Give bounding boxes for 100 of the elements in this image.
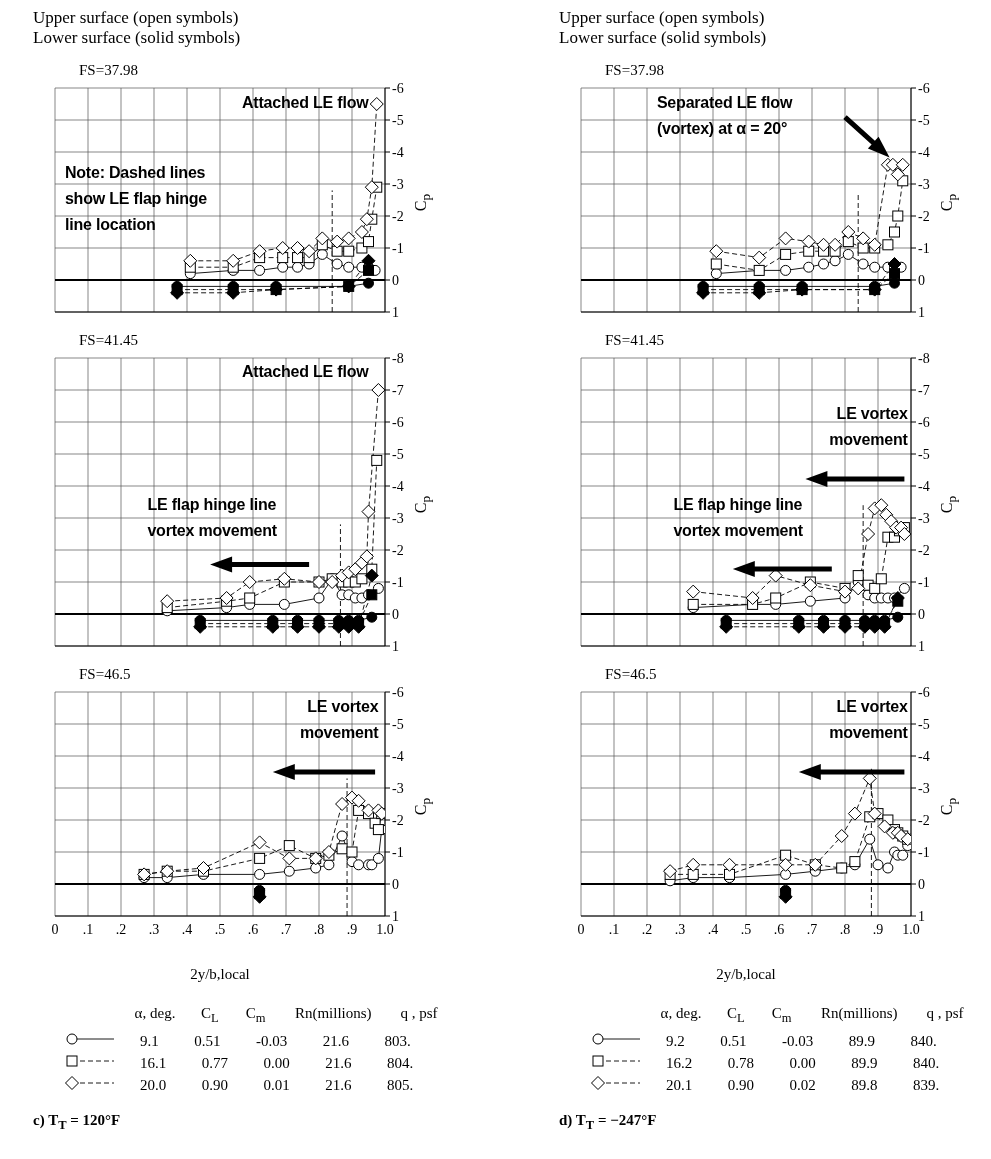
chart-title: FS=46.5 [78, 666, 132, 684]
y-tick-label: 0 [918, 272, 925, 288]
y-tick-label: -4 [392, 748, 404, 764]
x-tick-label: .4 [181, 921, 193, 937]
y-tick-label: -4 [918, 748, 930, 764]
y-tick-label: -1 [918, 240, 930, 256]
y-tick-label: -5 [918, 446, 930, 462]
y-tick-label: -8 [918, 350, 930, 366]
y-tick-label: -3 [392, 780, 404, 796]
x-tick-label: .5 [740, 921, 752, 937]
x-tick-label: .7 [280, 921, 292, 937]
x-tick-label: 1.0 [902, 921, 920, 937]
x-tick-label: .9 [872, 921, 884, 937]
annotation: Separated LE flow (vortex) at α = 20° [656, 93, 793, 140]
chart-title: FS=41.45 [604, 332, 665, 350]
y-tick-label: -1 [392, 574, 404, 590]
x-tick-label: .5 [214, 921, 226, 937]
x-tick-label: .4 [707, 921, 719, 937]
x-tick-label: .6 [773, 921, 785, 937]
x-tick-label: 1.0 [376, 921, 394, 937]
y-tick-label: -6 [918, 80, 930, 96]
y-tick-label: -5 [918, 112, 930, 128]
annotation: LE flap hinge line vortex movement [147, 494, 277, 541]
y-tick-label: -3 [392, 510, 404, 526]
text: d) T$_{T}$ = −247°F [559, 1112, 658, 1133]
annotation: Attached LE flow [241, 362, 369, 383]
chart-title: FS=46.5 [604, 666, 658, 684]
chart-subtitle: Upper surface (open symbols) Lower surface (solid symbols) [33, 8, 242, 48]
x-tick-label: .9 [346, 921, 358, 937]
y-tick-label: -6 [392, 80, 404, 96]
legend-label: 20.0 0.90 0.01 21.6 805. [139, 1075, 415, 1095]
chart-title: FS=37.98 [604, 62, 665, 80]
y-tick-label: -1 [918, 574, 930, 590]
y-tick-label: -3 [918, 780, 930, 796]
x-tick-label: .1 [608, 921, 620, 937]
text: α, deg. C$_{L}$ C$_{m}$ Rn(millions) q , psf [660, 1005, 964, 1025]
y-tick-label: -6 [392, 414, 404, 430]
y-tick-label: -1 [392, 240, 404, 256]
y-tick-label: 1 [392, 304, 399, 320]
x-tick-label: .8 [839, 921, 851, 937]
legend-label: 9.2 0.51 -0.03 89.9 840. [665, 1031, 938, 1051]
chart-title: FS=37.98 [78, 62, 139, 80]
y-tick-label: -8 [392, 350, 404, 366]
x-tick-label: 0 [577, 921, 585, 937]
y-tick-label: 1 [392, 638, 399, 654]
y-tick-label: -1 [918, 844, 930, 860]
legend-label: 16.2 0.78 0.00 89.9 840. [665, 1053, 941, 1073]
annotation: LE vortex movement [829, 404, 908, 451]
y-tick-label: -2 [392, 208, 404, 224]
x-tick-label: 0 [51, 921, 59, 937]
y-tick-label: -7 [918, 382, 930, 398]
x-tick-label: .3 [674, 921, 686, 937]
y-tick-label: 1 [918, 638, 925, 654]
y-tick-label: -2 [918, 542, 930, 558]
legend-label: 20.1 0.90 0.02 89.8 839. [665, 1075, 941, 1095]
annotation: LE vortex movement [829, 697, 908, 744]
text: c) T$_{T}$ = 120°F [33, 1112, 122, 1133]
y-tick-label: -4 [392, 144, 404, 160]
y-tick-label: -3 [392, 176, 404, 192]
y-tick-label: -1 [392, 844, 404, 860]
y-tick-label: 1 [918, 908, 925, 924]
y-tick-label: -4 [392, 478, 404, 494]
y-tick-label: 0 [392, 606, 399, 622]
y-tick-label: 0 [918, 876, 925, 892]
annotation: LE vortex movement [299, 697, 379, 744]
y-tick-label: -3 [918, 176, 930, 192]
annotation: Attached LE flow [241, 93, 369, 114]
y-tick-label: -7 [392, 382, 404, 398]
text: α, deg. C$_{L}$ C$_{m}$ Rn(millions) q , psf [134, 1005, 438, 1025]
y-tick-label: -5 [392, 112, 404, 128]
x-tick-label: .3 [148, 921, 160, 937]
y-tick-label: -5 [392, 716, 404, 732]
y-tick-label: 0 [392, 876, 399, 892]
y-tick-label: -2 [392, 542, 404, 558]
x-axis-title: 2y/b,local [715, 966, 777, 983]
y-tick-label: -2 [918, 208, 930, 224]
x-tick-label: .2 [115, 921, 127, 937]
y-tick-label: 1 [918, 304, 925, 320]
x-tick-label: .1 [82, 921, 94, 937]
legend-label: 16.1 0.77 0.00 21.6 804. [139, 1053, 415, 1073]
y-tick-label: -6 [392, 684, 404, 700]
x-tick-label: .8 [313, 921, 325, 937]
legend-label: 9.1 0.51 -0.03 21.6 803. [139, 1031, 412, 1051]
y-tick-label: 0 [918, 606, 925, 622]
y-tick-label: -2 [392, 812, 404, 828]
y-tick-label: -2 [918, 812, 930, 828]
y-tick-label: -5 [392, 446, 404, 462]
y-tick-label: -6 [918, 684, 930, 700]
x-tick-label: .2 [641, 921, 653, 937]
chart-title: FS=41.45 [78, 332, 139, 350]
x-tick-label: .6 [247, 921, 259, 937]
annotation: LE flap hinge line vortex movement [673, 494, 803, 541]
y-tick-label: -5 [918, 716, 930, 732]
y-tick-label: -4 [918, 478, 930, 494]
y-tick-label: -6 [918, 414, 930, 430]
x-tick-label: .7 [806, 921, 818, 937]
y-tick-label: 1 [392, 908, 399, 924]
y-tick-label: -3 [918, 510, 930, 526]
chart-subtitle: Upper surface (open symbols) Lower surface (solid symbols) [559, 8, 768, 48]
y-tick-label: 0 [392, 272, 399, 288]
